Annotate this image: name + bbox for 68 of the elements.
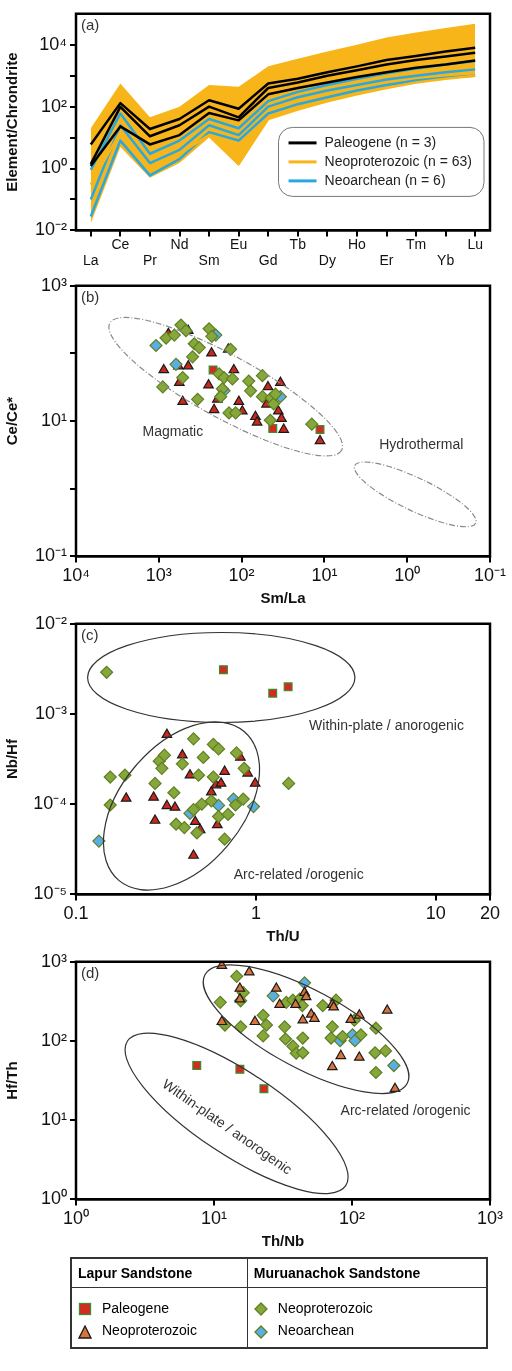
- y-tick-label: 10⁰: [40, 1188, 67, 1209]
- y-axis-title: Element/Chrondrite: [3, 52, 21, 192]
- x-tick-label: La: [83, 252, 99, 269]
- annotation: Magmatic: [142, 422, 204, 439]
- x-axis-title: Th/Nb: [261, 1232, 305, 1250]
- annotation: Arc-related /orogenic: [233, 865, 364, 882]
- annotation: (d): [81, 963, 100, 981]
- y-axis-title: Ce/Ce*: [3, 396, 21, 446]
- x-tick-label: 10⁻¹: [473, 565, 507, 586]
- x-tick-label: Tb: [289, 235, 307, 252]
- x-tick-label: Lu: [467, 235, 483, 252]
- legend-label: Paleogene: [102, 1300, 169, 1316]
- y-tick-label: 10⁻⁴: [33, 793, 67, 814]
- legend-label: Neoarchean: [277, 1322, 355, 1339]
- y-tick-label: 10²: [40, 95, 68, 116]
- y-tick-label: 10⁻⁵: [33, 883, 67, 904]
- x-tick-label: 20: [479, 903, 501, 924]
- x-tick-label: Nd: [170, 235, 189, 252]
- x-tick-label: 10⁰: [394, 565, 421, 586]
- annotation: Hydrothermal: [379, 435, 464, 452]
- y-tick-label: 10³: [40, 950, 68, 971]
- x-tick-label: Er: [379, 252, 394, 269]
- x-tick-label: 10¹: [200, 1208, 228, 1229]
- text: Lapur Sandstone: [71, 1258, 248, 1288]
- y-tick-label: 10⁻²: [34, 219, 68, 240]
- x-tick-label: 10³: [145, 565, 172, 586]
- x-tick-label: 10²: [228, 565, 255, 586]
- annotation: Arc-related /orogenic: [340, 1101, 471, 1118]
- x-tick-label: 0.1: [63, 903, 89, 924]
- x-tick-label: 10³: [476, 1208, 504, 1229]
- text: Muruanachok Sandstone: [247, 1258, 487, 1288]
- x-tick-label: Pr: [142, 252, 158, 269]
- x-tick-label: Dy: [318, 252, 336, 269]
- x-tick-label: 1: [250, 903, 261, 924]
- x-tick-label: 10: [425, 903, 446, 924]
- legend-label: Neoproterozoic: [102, 1322, 197, 1339]
- legend-label: Neoarchean (n = 6): [324, 171, 446, 188]
- legend-label: Paleogene (n = 3): [324, 133, 437, 150]
- y-tick-label: 10⁰: [40, 157, 67, 178]
- x-tick-label: Sm: [198, 252, 220, 269]
- legend-label: Neoproterozoic: [277, 1300, 373, 1316]
- x-axis-title: Th/U: [266, 927, 300, 945]
- annotation: (c): [81, 625, 99, 643]
- y-tick-label: 10⁻³: [34, 702, 68, 723]
- x-tick-label: 10⁰: [62, 1208, 90, 1229]
- annotation: (a): [81, 15, 100, 33]
- annotation: (b): [81, 287, 100, 305]
- y-tick-label: 10¹: [40, 410, 68, 431]
- x-tick-label: Gd: [258, 252, 278, 269]
- y-tick-label: 10³: [40, 274, 68, 295]
- x-tick-label: 10⁴: [62, 565, 90, 586]
- y-tick-label: 10⁻²: [34, 612, 68, 633]
- x-tick-label: Ce: [111, 235, 130, 252]
- x-tick-label: Yb: [437, 252, 455, 269]
- y-tick-label: 10²: [40, 1029, 68, 1050]
- y-axis-title: Nb/Hf: [3, 738, 21, 780]
- annotation: Within-plate / anorogenic: [309, 716, 464, 733]
- x-tick-label: 10²: [338, 1208, 366, 1229]
- x-tick-label: Ho: [347, 235, 367, 252]
- y-tick-label: 10¹: [40, 1109, 68, 1130]
- y-tick-label: 10⁴: [39, 33, 67, 54]
- x-tick-label: Eu: [230, 235, 248, 252]
- legend-label: Neoproterozoic (n = 63): [324, 152, 472, 169]
- x-tick-label: 10¹: [311, 565, 338, 586]
- x-tick-label: Tm: [405, 235, 427, 252]
- y-tick-label: 10⁻¹: [34, 545, 68, 566]
- y-axis-title: Hf/Th: [3, 1061, 21, 1100]
- x-axis-title: Sm/La: [260, 589, 307, 607]
